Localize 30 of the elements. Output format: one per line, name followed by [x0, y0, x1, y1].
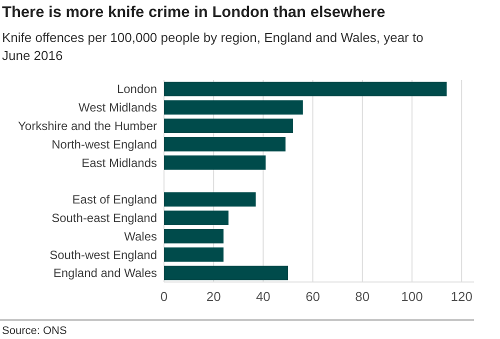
bar [164, 247, 224, 262]
bar [164, 137, 286, 152]
bar [164, 100, 303, 115]
y-tick-label: England and Wales [53, 266, 157, 280]
bar [164, 118, 293, 133]
bar [164, 82, 447, 96]
x-tick-label: 20 [206, 289, 221, 304]
y-tick-label: East Midlands [82, 156, 157, 170]
y-tick-label: East of England [72, 192, 157, 207]
x-tick-label: 60 [306, 289, 320, 304]
x-tick-label: 40 [256, 289, 270, 304]
y-tick-label: North-west England [52, 137, 157, 152]
y-tick-label: Wales [124, 229, 157, 244]
x-tick-label: 120 [450, 289, 472, 304]
bar [164, 210, 228, 225]
bar [164, 229, 224, 244]
bar [164, 192, 256, 207]
y-tick-label: West Midlands [78, 100, 157, 115]
source-note: Source: ONS [2, 325, 67, 337]
x-tick-label: 0 [160, 289, 168, 304]
y-tick-label: South-west England [50, 248, 157, 262]
chart-title: There is more knife crime in London than elsewhere [2, 4, 386, 21]
bar [164, 155, 266, 170]
chart-subtitle: Knife offences per 100,000 people by region, England and Wales, year to June 2016 [2, 30, 424, 63]
x-tick-label: 100 [401, 289, 423, 304]
y-tick-label: London [116, 82, 157, 96]
y-tick-label: South-east England [52, 210, 157, 225]
x-tick-label: 80 [355, 289, 370, 304]
bar [164, 266, 288, 280]
y-tick-label: Yorkshire and the Humber [18, 119, 157, 134]
